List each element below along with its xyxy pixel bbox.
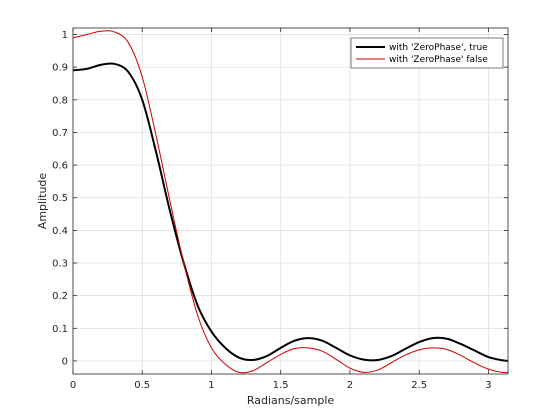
legend-entry-zerophase-true: with 'ZeroPhase', true: [389, 43, 488, 53]
x-tick-label: 1: [208, 380, 214, 391]
y-tick-label: 0.8: [52, 95, 68, 106]
x-tick-label: 2.5: [411, 380, 427, 391]
y-tick-label: 0.5: [52, 193, 68, 204]
x-tick-label: 3: [485, 380, 491, 391]
plot-area: 0 0.5 1 1.5 2 2.5 3 0 0.1 0.2 0.3 0.4 0.5 0.6 0.7 0.8 0.…: [52, 27, 509, 391]
y-tick-label: 0.1: [52, 324, 68, 335]
y-axis-label: Amplitude: [36, 173, 49, 230]
series-line-1: [73, 30, 508, 374]
y-tick-label: 0.3: [52, 259, 68, 270]
axes-box: [72, 27, 509, 375]
y-tick-label: 0.9: [52, 63, 68, 74]
x-tick-label: 0.5: [134, 380, 150, 391]
y-tick-label: 0.7: [52, 128, 68, 139]
y-tick-label: 0.2: [52, 291, 68, 302]
x-tick-label: 0: [70, 380, 76, 391]
y-tick-label: 0: [62, 356, 68, 367]
x-axis-label: Radians/sample: [247, 394, 335, 407]
y-tick-label: 0.4: [52, 226, 68, 237]
legend-box: [350, 37, 504, 69]
y-tick-label: 1: [62, 30, 68, 41]
grid: [72, 28, 508, 374]
y-tick-label: 0.6: [52, 161, 68, 172]
axes-background: [73, 28, 508, 374]
series-line-0: [73, 62, 508, 362]
x-tick-label: 2: [347, 380, 353, 391]
x-tick-label: 1.5: [273, 380, 289, 391]
legend: with 'ZeroPhase', true with 'ZeroPhase' …: [350, 37, 504, 69]
ticks: 0 0.5 1 1.5 2 2.5 3 0 0.1 0.2 0.3 0.4 0.5 0.6 0.7 0.8 0.…: [52, 28, 508, 391]
series-layer: [73, 30, 508, 374]
legend-entry-zerophase-false: with 'ZeroPhase' false: [389, 55, 488, 65]
